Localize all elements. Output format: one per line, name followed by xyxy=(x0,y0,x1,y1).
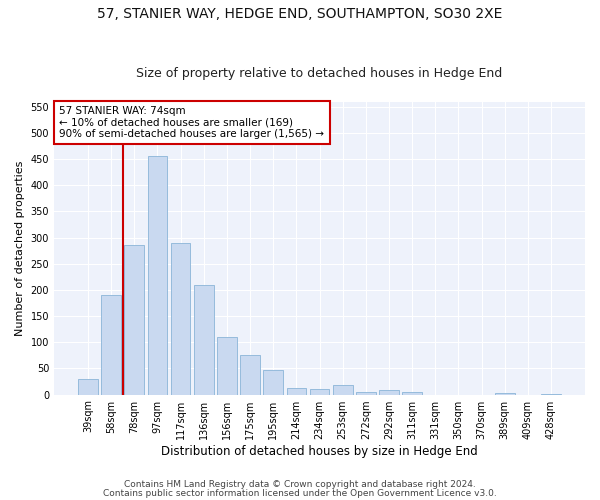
Bar xyxy=(171,243,190,394)
Bar xyxy=(124,246,144,394)
Bar xyxy=(379,390,399,394)
Text: 57, STANIER WAY, HEDGE END, SOUTHAMPTON, SO30 2XE: 57, STANIER WAY, HEDGE END, SOUTHAMPTON,… xyxy=(97,8,503,22)
Bar xyxy=(148,156,167,394)
Bar xyxy=(402,392,422,394)
Text: Contains HM Land Registry data © Crown copyright and database right 2024.: Contains HM Land Registry data © Crown c… xyxy=(124,480,476,489)
Bar xyxy=(333,385,353,394)
Bar xyxy=(217,337,237,394)
Text: 57 STANIER WAY: 74sqm
← 10% of detached houses are smaller (169)
90% of semi-det: 57 STANIER WAY: 74sqm ← 10% of detached … xyxy=(59,106,325,139)
Bar xyxy=(101,295,121,394)
Bar xyxy=(495,393,515,394)
Bar xyxy=(194,284,214,395)
Text: Contains public sector information licensed under the Open Government Licence v3: Contains public sector information licen… xyxy=(103,488,497,498)
Bar xyxy=(78,379,98,394)
X-axis label: Distribution of detached houses by size in Hedge End: Distribution of detached houses by size … xyxy=(161,444,478,458)
Title: Size of property relative to detached houses in Hedge End: Size of property relative to detached ho… xyxy=(136,66,503,80)
Bar xyxy=(240,356,260,395)
Bar xyxy=(263,370,283,394)
Bar xyxy=(310,390,329,394)
Bar xyxy=(287,388,306,394)
Y-axis label: Number of detached properties: Number of detached properties xyxy=(15,160,25,336)
Bar xyxy=(356,392,376,394)
